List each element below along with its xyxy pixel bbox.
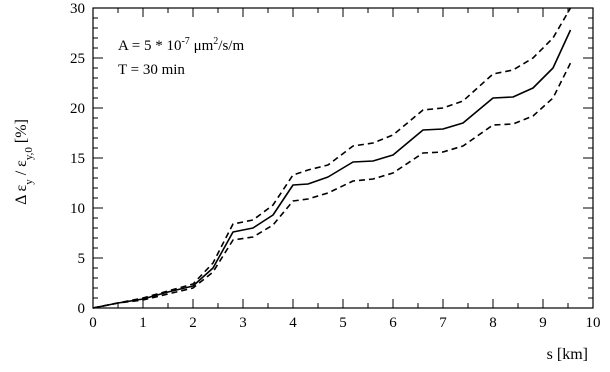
x-tick-label: 2 <box>189 315 197 331</box>
y-title-slash: / <box>13 167 30 179</box>
series-line-2 <box>92 29 572 309</box>
y-title-eps: ε <box>13 185 30 192</box>
x-tick-label: 10 <box>586 315 601 331</box>
x-tick-label: 0 <box>89 315 97 331</box>
y-title-sub-num: y <box>23 179 35 185</box>
y-title-sub-den: y,0 <box>23 147 35 161</box>
y-tick-label: 30 <box>70 1 85 17</box>
y-tick-label: 20 <box>70 101 85 117</box>
y-tick-label: 0 <box>78 301 86 317</box>
ticks <box>92 7 594 309</box>
y-tick-label: 25 <box>70 51 85 67</box>
y-tick-label: 5 <box>78 251 86 267</box>
series-line-3 <box>92 62 572 309</box>
x-tick-label: 7 <box>439 315 447 331</box>
x-tick-label: 9 <box>539 315 547 331</box>
y-tick-label: 10 <box>70 201 85 217</box>
x-tick-label: 6 <box>389 315 397 331</box>
x-tick-label: 4 <box>289 315 297 331</box>
y-title-unit: [%] <box>13 119 30 147</box>
x-tick-label: 3 <box>239 315 247 331</box>
y-title-delta: Δ <box>13 195 30 205</box>
series <box>92 7 572 309</box>
x-axis-title: s [km] <box>547 346 588 363</box>
x-tick-label: 5 <box>339 315 347 331</box>
annotation-diffusion: A = 5 * 10-7 μm2/s/m <box>118 36 244 54</box>
tick-labels: 0 1 2 3 4 5 6 7 8 9 10 0 5 10 15 20 25 30 <box>70 1 601 331</box>
x-tick-label: 8 <box>489 315 497 331</box>
series-line-1 <box>92 7 572 309</box>
annotation-time: T = 30 min <box>118 62 185 78</box>
y-tick-label: 15 <box>70 151 85 167</box>
y-axis-title: Δ εy / εy,0 [%] <box>13 119 35 205</box>
y-title-eps2: ε <box>13 160 30 167</box>
x-tick-label: 1 <box>139 315 147 331</box>
